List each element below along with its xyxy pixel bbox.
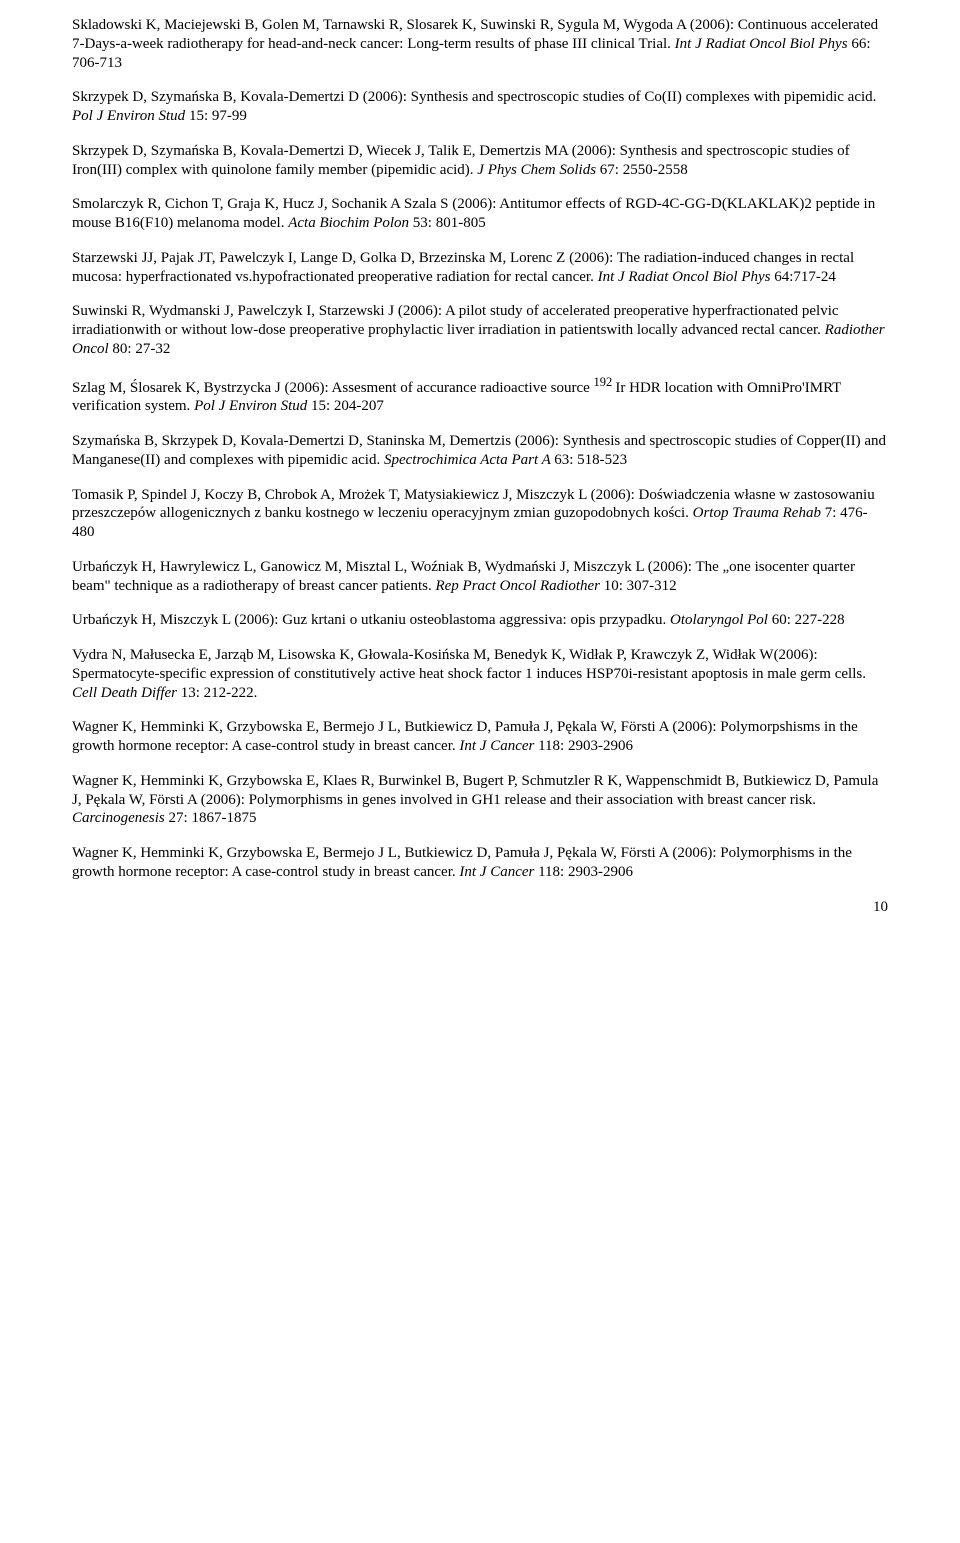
journal-name: Ortop Trauma Rehab (693, 505, 825, 521)
reference-entry: Urbańczyk H, Miszczyk L (2006): Guz krta… (72, 611, 888, 630)
reference-suffix: 15: 204-207 (311, 398, 384, 414)
reference-suffix: 63: 518-523 (554, 452, 627, 468)
reference-entry: Wagner K, Hemminki K, Grzybowska E, Klae… (72, 772, 888, 828)
reference-suffix: 67: 2550-2558 (600, 162, 688, 178)
reference-suffix: 60: 227-228 (772, 612, 845, 628)
reference-entry: Smolarczyk R, Cichon T, Graja K, Hucz J,… (72, 195, 888, 233)
reference-entry: Skrzypek D, Szymańska B, Kovala-Demertzi… (72, 88, 888, 126)
reference-suffix: 118: 2903-2906 (538, 864, 633, 880)
reference-suffix: 80: 27-32 (112, 341, 170, 357)
superscript: 192 (594, 375, 616, 389)
journal-name: Pol J Environ Stud (194, 398, 311, 414)
journal-name: Acta Biochim Polon (288, 215, 413, 231)
reference-entry: Suwinski R, Wydmanski J, Pawelczyk I, St… (72, 302, 888, 358)
reference-entry: Skrzypek D, Szymańska B, Kovala-Demertzi… (72, 142, 888, 180)
reference-text: Vydra N, Małusecka E, Jarząb M, Lisowska… (72, 647, 866, 682)
reference-text: Skrzypek D, Szymańska B, Kovala-Demertzi… (72, 89, 876, 105)
reference-suffix: 118: 2903-2906 (538, 738, 633, 754)
reference-suffix: 27: 1867-1875 (169, 810, 257, 826)
reference-suffix: 15: 97-99 (189, 108, 247, 124)
reference-entry: Wagner K, Hemminki K, Grzybowska E, Berm… (72, 844, 888, 882)
journal-name: Int J Cancer (459, 864, 538, 880)
reference-text: Skrzypek D, Szymańska B, Kovala-Demertzi… (72, 143, 850, 178)
reference-text: Suwinski R, Wydmanski J, Pawelczyk I, St… (72, 303, 839, 338)
reference-text: Szlag M, Ślosarek K, Bystrzycka J (2006)… (72, 380, 594, 396)
reference-entry: Starzewski JJ, Pajak JT, Pawelczyk I, La… (72, 249, 888, 287)
journal-name: Otolaryngol Pol (670, 612, 772, 628)
journal-name: Rep Pract Oncol Radiother (435, 578, 603, 594)
journal-name: J Phys Chem Solids (477, 162, 599, 178)
reference-entry: Vydra N, Małusecka E, Jarząb M, Lisowska… (72, 646, 888, 702)
journal-name: Int J Radiat Oncol Biol Phys (598, 269, 775, 285)
reference-suffix: 13: 212-222. (181, 685, 258, 701)
journal-name: Carcinogenesis (72, 810, 169, 826)
reference-entry: Skladowski K, Maciejewski B, Golen M, Ta… (72, 16, 888, 72)
journal-name: Spectrochimica Acta Part A (384, 452, 554, 468)
reference-text: Wagner K, Hemminki K, Grzybowska E, Klae… (72, 773, 878, 808)
reference-suffix: 10: 307-312 (604, 578, 677, 594)
reference-suffix: 64:717-24 (774, 269, 836, 285)
reference-entry: Tomasik P, Spindel J, Koczy B, Chrobok A… (72, 486, 888, 542)
page-number: 10 (72, 898, 888, 917)
reference-entry: Wagner K, Hemminki K, Grzybowska E, Berm… (72, 718, 888, 756)
journal-name: Pol J Environ Stud (72, 108, 189, 124)
reference-entry: Szlag M, Ślosarek K, Bystrzycka J (2006)… (72, 375, 888, 417)
journal-name: Int J Radiat Oncol Biol Phys (675, 36, 848, 52)
reference-entry: Szymańska B, Skrzypek D, Kovala-Demertzi… (72, 432, 888, 470)
reference-entry: Urbańczyk H, Hawrylewicz L, Ganowicz M, … (72, 558, 888, 596)
journal-name: Int J Cancer (459, 738, 538, 754)
reference-suffix: 53: 801-805 (413, 215, 486, 231)
journal-name: Cell Death Differ (72, 685, 181, 701)
reference-text: Urbańczyk H, Miszczyk L (2006): Guz krta… (72, 612, 670, 628)
